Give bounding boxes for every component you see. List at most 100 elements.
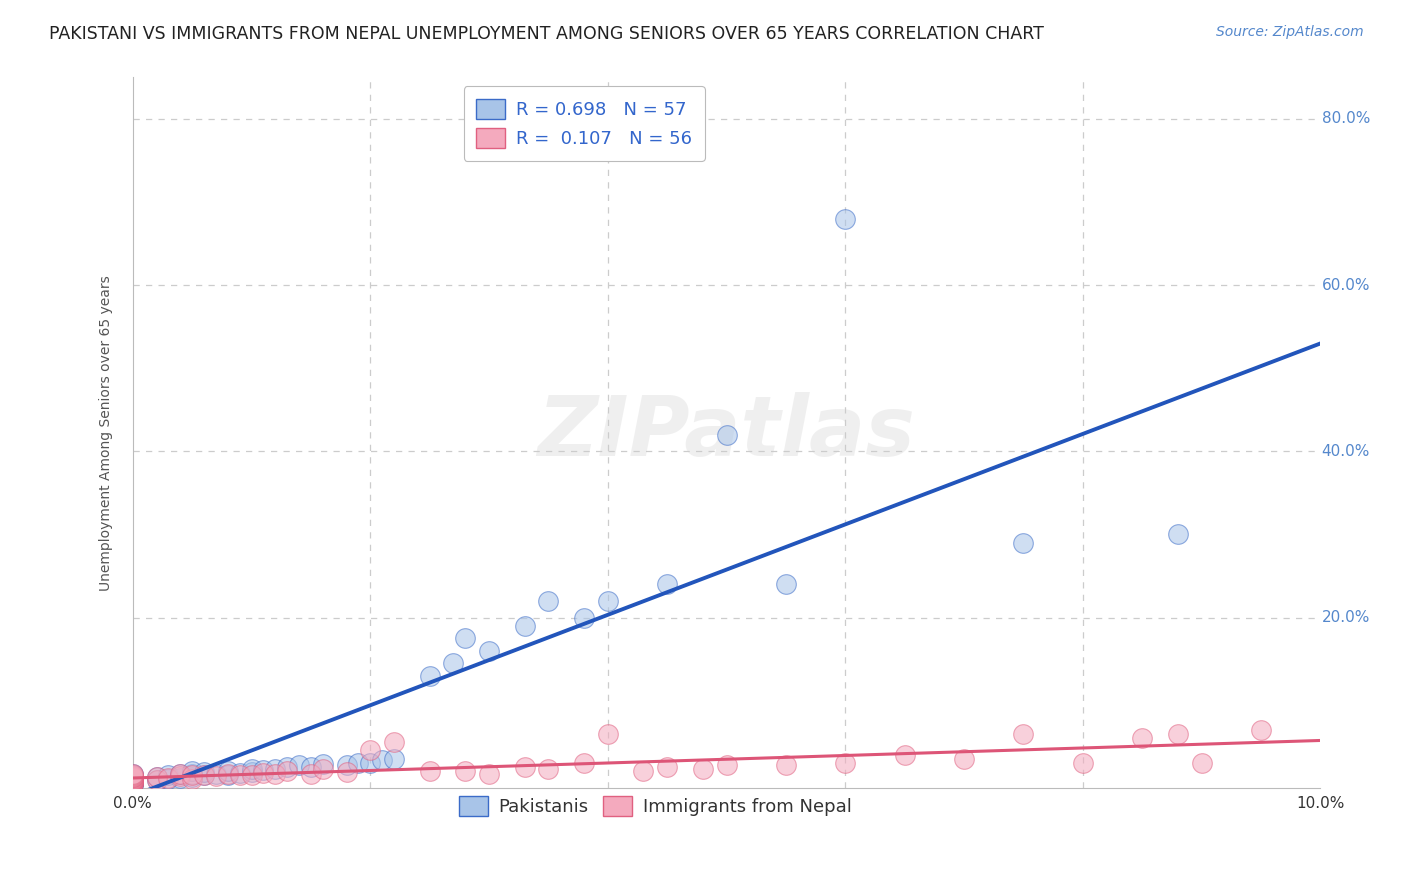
Point bbox=[121, 772, 143, 786]
Point bbox=[217, 766, 239, 780]
Point bbox=[157, 771, 180, 785]
Point bbox=[181, 768, 204, 782]
Text: 40.0%: 40.0% bbox=[1322, 444, 1369, 458]
Point bbox=[775, 758, 797, 772]
Point bbox=[513, 760, 536, 774]
Point bbox=[335, 765, 357, 780]
Point bbox=[121, 777, 143, 791]
Point bbox=[454, 764, 477, 779]
Point bbox=[193, 767, 215, 781]
Point bbox=[596, 727, 619, 741]
Point bbox=[181, 766, 204, 780]
Point bbox=[169, 766, 191, 780]
Point bbox=[347, 756, 370, 770]
Point bbox=[252, 764, 274, 778]
Point bbox=[121, 776, 143, 790]
Point bbox=[478, 644, 501, 658]
Point bbox=[121, 768, 143, 782]
Point bbox=[121, 774, 143, 789]
Point bbox=[228, 765, 250, 780]
Point bbox=[1071, 756, 1094, 770]
Point bbox=[359, 756, 381, 770]
Point bbox=[716, 758, 738, 772]
Point bbox=[1191, 756, 1213, 770]
Point bbox=[240, 768, 263, 782]
Point bbox=[121, 776, 143, 790]
Point bbox=[145, 770, 167, 784]
Point bbox=[454, 632, 477, 646]
Point bbox=[359, 743, 381, 757]
Point bbox=[596, 594, 619, 608]
Point bbox=[240, 762, 263, 776]
Point bbox=[478, 766, 501, 780]
Point bbox=[252, 765, 274, 780]
Text: Source: ZipAtlas.com: Source: ZipAtlas.com bbox=[1216, 25, 1364, 39]
Point bbox=[953, 752, 976, 766]
Point bbox=[181, 772, 204, 786]
Point bbox=[121, 772, 143, 787]
Point bbox=[382, 752, 405, 766]
Point bbox=[335, 758, 357, 772]
Point bbox=[893, 747, 915, 762]
Point bbox=[288, 758, 311, 772]
Point bbox=[276, 764, 298, 779]
Point bbox=[121, 770, 143, 784]
Point bbox=[264, 762, 287, 776]
Point bbox=[193, 765, 215, 780]
Y-axis label: Unemployment Among Seniors over 65 years: Unemployment Among Seniors over 65 years bbox=[100, 275, 114, 591]
Point bbox=[121, 768, 143, 782]
Point bbox=[157, 772, 180, 786]
Text: 20.0%: 20.0% bbox=[1322, 610, 1369, 625]
Point bbox=[834, 756, 856, 770]
Point bbox=[121, 769, 143, 783]
Point bbox=[1012, 727, 1035, 741]
Point bbox=[145, 772, 167, 787]
Point bbox=[121, 772, 143, 786]
Point bbox=[217, 764, 239, 779]
Point bbox=[217, 768, 239, 782]
Point bbox=[121, 772, 143, 787]
Point bbox=[299, 766, 322, 780]
Point bbox=[1250, 723, 1272, 737]
Point bbox=[121, 771, 143, 785]
Point bbox=[1012, 535, 1035, 549]
Point bbox=[121, 775, 143, 789]
Point bbox=[205, 769, 228, 783]
Point bbox=[692, 762, 714, 776]
Point bbox=[157, 768, 180, 782]
Point bbox=[121, 776, 143, 790]
Point bbox=[121, 777, 143, 791]
Point bbox=[371, 754, 394, 768]
Point bbox=[419, 669, 441, 683]
Point bbox=[181, 764, 204, 779]
Point bbox=[419, 764, 441, 779]
Point bbox=[228, 768, 250, 782]
Text: 60.0%: 60.0% bbox=[1322, 277, 1369, 293]
Point bbox=[1130, 731, 1153, 745]
Point bbox=[537, 762, 560, 776]
Point bbox=[1167, 727, 1189, 741]
Point bbox=[121, 776, 143, 790]
Point bbox=[121, 777, 143, 791]
Point bbox=[169, 766, 191, 780]
Point bbox=[121, 773, 143, 788]
Point bbox=[181, 770, 204, 784]
Point bbox=[169, 769, 191, 783]
Point bbox=[121, 766, 143, 780]
Legend: Pakistanis, Immigrants from Nepal: Pakistanis, Immigrants from Nepal bbox=[450, 787, 860, 825]
Point bbox=[193, 768, 215, 782]
Point bbox=[145, 770, 167, 784]
Point bbox=[441, 657, 464, 671]
Point bbox=[572, 756, 595, 770]
Point bbox=[121, 775, 143, 789]
Point bbox=[121, 774, 143, 789]
Point bbox=[276, 760, 298, 774]
Point bbox=[775, 577, 797, 591]
Point bbox=[513, 619, 536, 633]
Point bbox=[657, 760, 679, 774]
Point bbox=[121, 766, 143, 780]
Point bbox=[121, 770, 143, 784]
Point bbox=[121, 775, 143, 789]
Point bbox=[169, 771, 191, 785]
Point bbox=[537, 594, 560, 608]
